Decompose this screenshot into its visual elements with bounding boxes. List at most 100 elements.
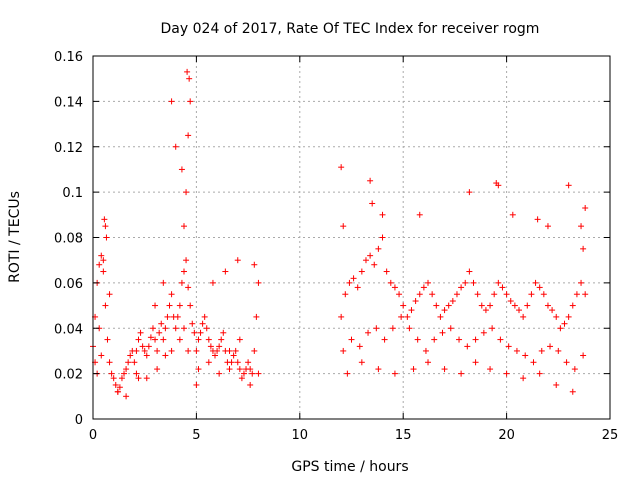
data-point [185, 132, 192, 139]
data-point [166, 302, 173, 309]
data-point [102, 223, 109, 230]
data-point [184, 68, 191, 75]
data-point [540, 291, 547, 298]
data-point [538, 347, 545, 354]
data-point [123, 393, 130, 400]
data-point [497, 336, 504, 343]
data-point [569, 302, 576, 309]
data-point [102, 302, 109, 309]
y-tick-label: 0 [75, 413, 83, 428]
data-point [189, 320, 196, 327]
data-point [358, 268, 365, 275]
data-point [201, 313, 208, 320]
data-point [100, 257, 107, 264]
data-point [404, 313, 411, 320]
data-point [203, 325, 210, 332]
data-point [354, 284, 361, 291]
data-point [582, 205, 589, 212]
data-point [342, 291, 349, 298]
data-point [135, 375, 142, 382]
data-point [118, 375, 125, 382]
data-point [174, 313, 181, 320]
data-point [255, 370, 262, 377]
y-tick-label: 0.12 [54, 141, 83, 156]
data-point [100, 268, 107, 275]
data-point [185, 284, 192, 291]
data-point [462, 279, 469, 286]
data-point [578, 223, 585, 230]
data-point [168, 347, 175, 354]
data-point [478, 302, 485, 309]
data-point [180, 223, 187, 230]
data-point [447, 325, 454, 332]
data-point [449, 298, 456, 305]
data-point [553, 381, 560, 388]
data-point [98, 352, 105, 359]
data-point [212, 352, 219, 359]
data-point [185, 347, 192, 354]
data-point [487, 302, 494, 309]
data-point [255, 279, 262, 286]
data-point [123, 366, 130, 373]
data-point [580, 352, 587, 359]
data-point [183, 257, 190, 264]
data-point [193, 381, 200, 388]
data-point [371, 261, 378, 268]
x-axis-label: GPS time / hours [291, 459, 408, 475]
data-point [437, 313, 444, 320]
data-point [422, 347, 429, 354]
data-point [114, 388, 121, 395]
data-point [549, 307, 556, 314]
data-point [389, 325, 396, 332]
y-axis-label: ROTI / TECUs [7, 191, 23, 283]
data-point [513, 347, 520, 354]
data-point [375, 366, 382, 373]
data-point [544, 302, 551, 309]
data-point [410, 366, 417, 373]
data-point [186, 75, 193, 82]
data-point [236, 336, 243, 343]
data-point [160, 336, 167, 343]
data-point [580, 245, 587, 252]
data-point [532, 279, 539, 286]
data-point [505, 343, 512, 350]
data-point [209, 279, 216, 286]
x-tick-label: 5 [192, 428, 200, 443]
data-point [367, 252, 374, 259]
data-point [96, 261, 103, 268]
y-tick-label: 0.02 [54, 368, 83, 383]
data-point [340, 223, 347, 230]
data-point [222, 268, 229, 275]
data-point [141, 347, 148, 354]
data-point [135, 336, 142, 343]
data-point [147, 334, 154, 341]
data-point [106, 359, 113, 366]
data-point [511, 302, 518, 309]
data-point [195, 366, 202, 373]
data-point [253, 313, 260, 320]
data-point [346, 279, 353, 286]
data-point [495, 182, 502, 189]
data-point [103, 234, 110, 241]
data-points [90, 68, 589, 400]
data-point [154, 347, 161, 354]
data-point [176, 336, 183, 343]
y-tick-label: 0.1 [62, 186, 83, 201]
data-point [251, 261, 258, 268]
data-point [379, 211, 386, 218]
data-point [474, 291, 481, 298]
data-point [420, 284, 427, 291]
data-point [121, 370, 128, 377]
data-point [131, 359, 138, 366]
data-point [348, 336, 355, 343]
data-point [180, 325, 187, 332]
data-point [338, 164, 345, 171]
data-point [458, 370, 465, 377]
y-tick-label: 0.08 [54, 232, 83, 247]
data-point [199, 320, 206, 327]
data-point [547, 343, 554, 350]
data-point [425, 279, 432, 286]
data-point [187, 302, 194, 309]
data-point [406, 325, 413, 332]
